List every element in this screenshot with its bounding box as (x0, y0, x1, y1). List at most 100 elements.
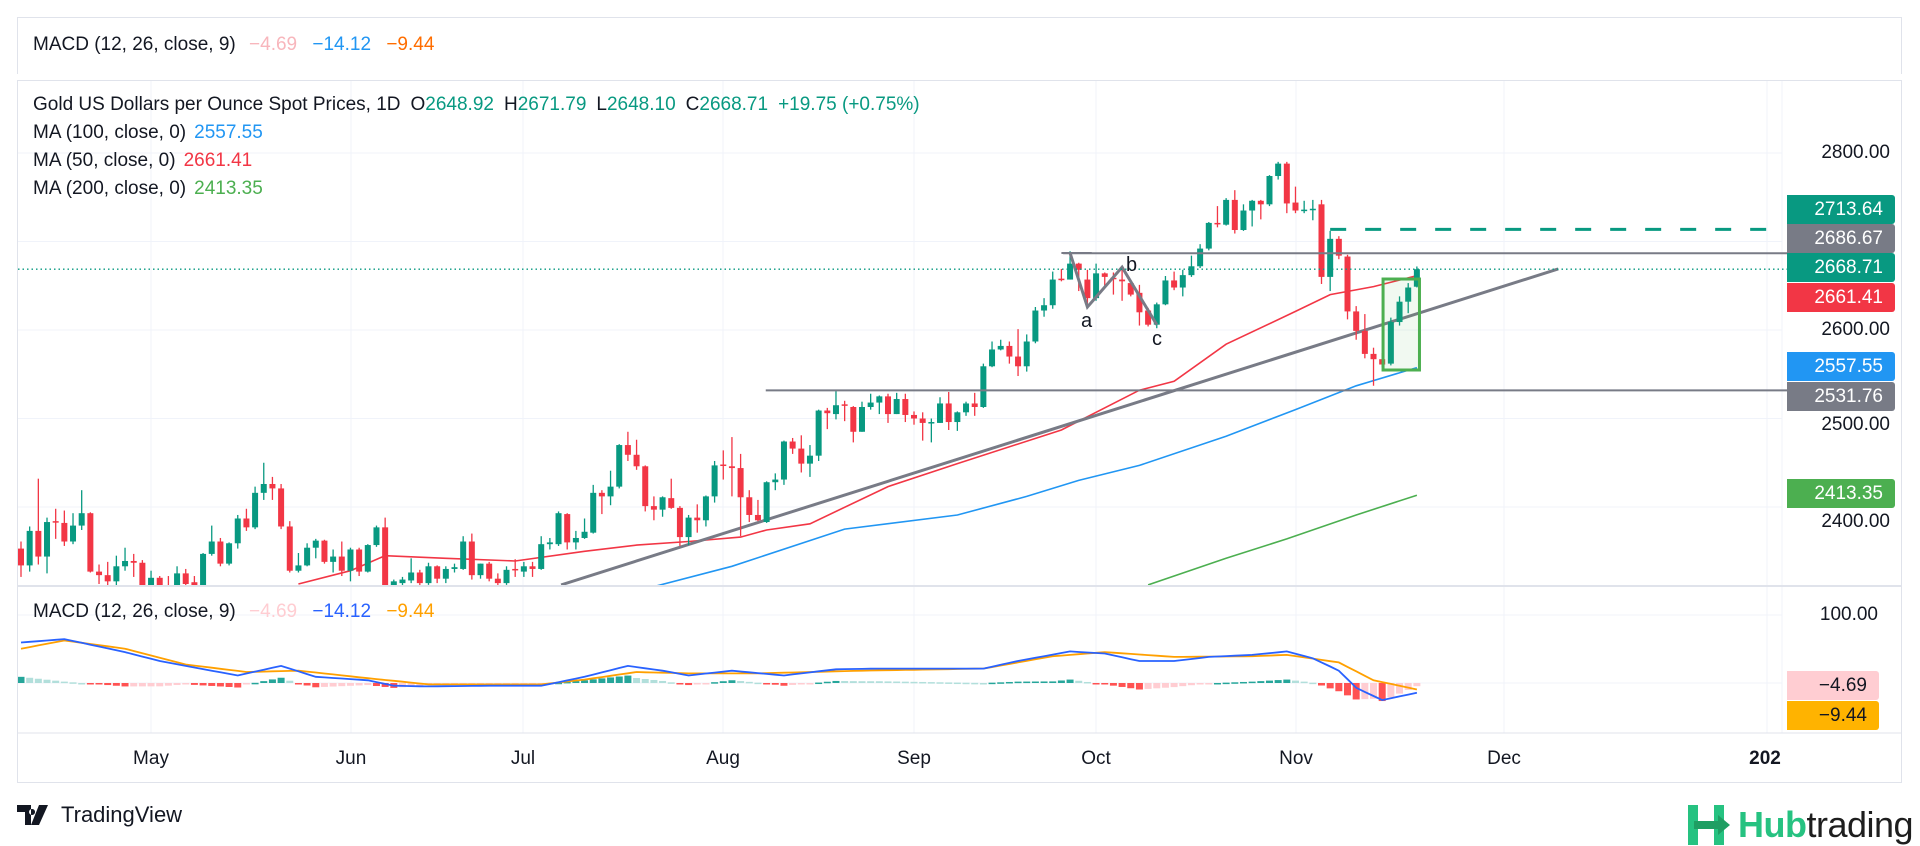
macd-histogram-bar (1144, 683, 1152, 689)
candle (512, 559, 519, 577)
tradingview-logo[interactable]: TradingView (17, 802, 182, 828)
macd-histogram-bar (130, 683, 138, 687)
candle (1370, 347, 1377, 386)
candle-body (616, 445, 623, 487)
candle-body (815, 410, 822, 456)
wave-label-b[interactable]: b (1126, 254, 1138, 276)
macd-histogram-bar (875, 681, 883, 683)
candle (390, 579, 397, 585)
candle (295, 553, 302, 573)
macd-histogram-bar (156, 683, 164, 687)
candle-body (1387, 322, 1394, 364)
date-label-may: May (133, 748, 169, 769)
top-macd-legend[interactable]: MACD (12, 26, close, 9) −4.69 −14.12 −9.… (33, 34, 444, 56)
ma100-legend[interactable]: MA (100, close, 0) 2557.55 (33, 122, 271, 144)
macd-line (20, 638, 1418, 702)
candle (252, 486, 259, 530)
candle (1171, 271, 1178, 291)
macd-histogram-bar (901, 681, 909, 684)
hubtrading-logo[interactable]: Hub trading (1686, 804, 1914, 846)
candle-body (321, 540, 328, 562)
macd-histogram-bar (1135, 683, 1143, 690)
ma50-legend[interactable]: MA (50, close, 0) 2661.41 (33, 150, 260, 172)
macd-histogram-bar (52, 680, 60, 683)
candle-body (408, 572, 415, 581)
candle-body (460, 541, 467, 569)
macd-histogram-bar (69, 682, 77, 684)
macd-histogram-bar (1283, 679, 1291, 683)
macd-histogram-bar (95, 683, 103, 685)
wave-label-c[interactable]: c (1152, 328, 1162, 350)
candle-body (789, 441, 796, 449)
candle (269, 476, 276, 500)
candle-body (442, 568, 449, 579)
candle-body (451, 567, 458, 569)
candle (1240, 204, 1247, 231)
candle-body (390, 581, 397, 585)
macd-histogram-bar (607, 677, 615, 683)
price-tick: 2800.00 (1821, 142, 1890, 163)
candle-body (243, 518, 250, 528)
macd-pane-histogram-value: −4.69 (249, 601, 298, 622)
candle-body (1361, 330, 1368, 354)
macd-histogram-bar (1118, 683, 1126, 687)
candle (1188, 255, 1195, 277)
macd-histogram-bar (86, 683, 94, 685)
symbol-legend[interactable]: Gold US Dollars per Ounce Spot Prices, 1… (33, 94, 928, 116)
candle-body (1223, 199, 1230, 225)
candle-body (148, 577, 155, 585)
candle (555, 511, 562, 546)
candle-body (937, 403, 944, 423)
candle (893, 392, 900, 415)
candle-body (304, 547, 311, 566)
macd-histogram-bar (1031, 681, 1039, 684)
candle-body (70, 525, 77, 542)
macd-histogram-bar (1049, 681, 1057, 683)
macd-histogram-bar (667, 682, 675, 684)
candles (18, 161, 1420, 585)
candle-body (1214, 222, 1221, 225)
macd-histogram-bar (841, 681, 849, 683)
macd-histogram-bar (338, 683, 346, 687)
candle-body (529, 566, 536, 569)
macd-histogram-bar (1274, 680, 1282, 683)
last-price-tag: 2668.71 (1787, 253, 1895, 282)
horizontal-lines[interactable] (18, 227, 1787, 392)
ma200-legend[interactable]: MA (200, close, 0) 2413.35 (33, 178, 271, 200)
hubtrading-logo-icon (1688, 805, 1730, 845)
candle-body (572, 537, 579, 543)
macd-histogram-bar (1040, 681, 1048, 683)
macd-histogram-bar (1344, 683, 1352, 696)
candle (997, 339, 1004, 351)
candle-body (1049, 279, 1056, 306)
macd-histogram-bar (953, 682, 961, 685)
candle (624, 431, 631, 461)
macd-histogram-bar (1326, 683, 1334, 689)
candle (78, 490, 85, 531)
chart-panel[interactable] (17, 80, 1902, 783)
candle (191, 576, 198, 585)
target-price-tag: 2713.64 (1787, 195, 1895, 224)
macd-histogram-value: −4.69 (249, 34, 298, 55)
macd-tick: 100.00 (1819, 604, 1878, 625)
macd-histogram-bar (563, 681, 571, 684)
candle-body (26, 530, 33, 566)
candle-body (1188, 266, 1195, 276)
macd-histogram-bar (1057, 680, 1065, 683)
macd-histogram-bar (1196, 683, 1204, 685)
candle (1275, 161, 1282, 180)
candle (598, 490, 605, 515)
candle-body (1396, 301, 1403, 323)
wave-label-a[interactable]: a (1081, 310, 1093, 332)
candle-body (104, 575, 111, 582)
high-label: H (503, 94, 518, 115)
candle (928, 418, 935, 443)
macd-histogram-bar (1101, 683, 1109, 685)
candle (1266, 175, 1273, 207)
macd-histogram-bar (372, 683, 380, 687)
macd-histogram (18, 675, 1421, 702)
candle (1387, 317, 1394, 366)
candle-body (113, 566, 120, 582)
macd-pane-legend[interactable]: MACD (12, 26, close, 9) −4.69 −14.12 −9.… (33, 601, 444, 623)
